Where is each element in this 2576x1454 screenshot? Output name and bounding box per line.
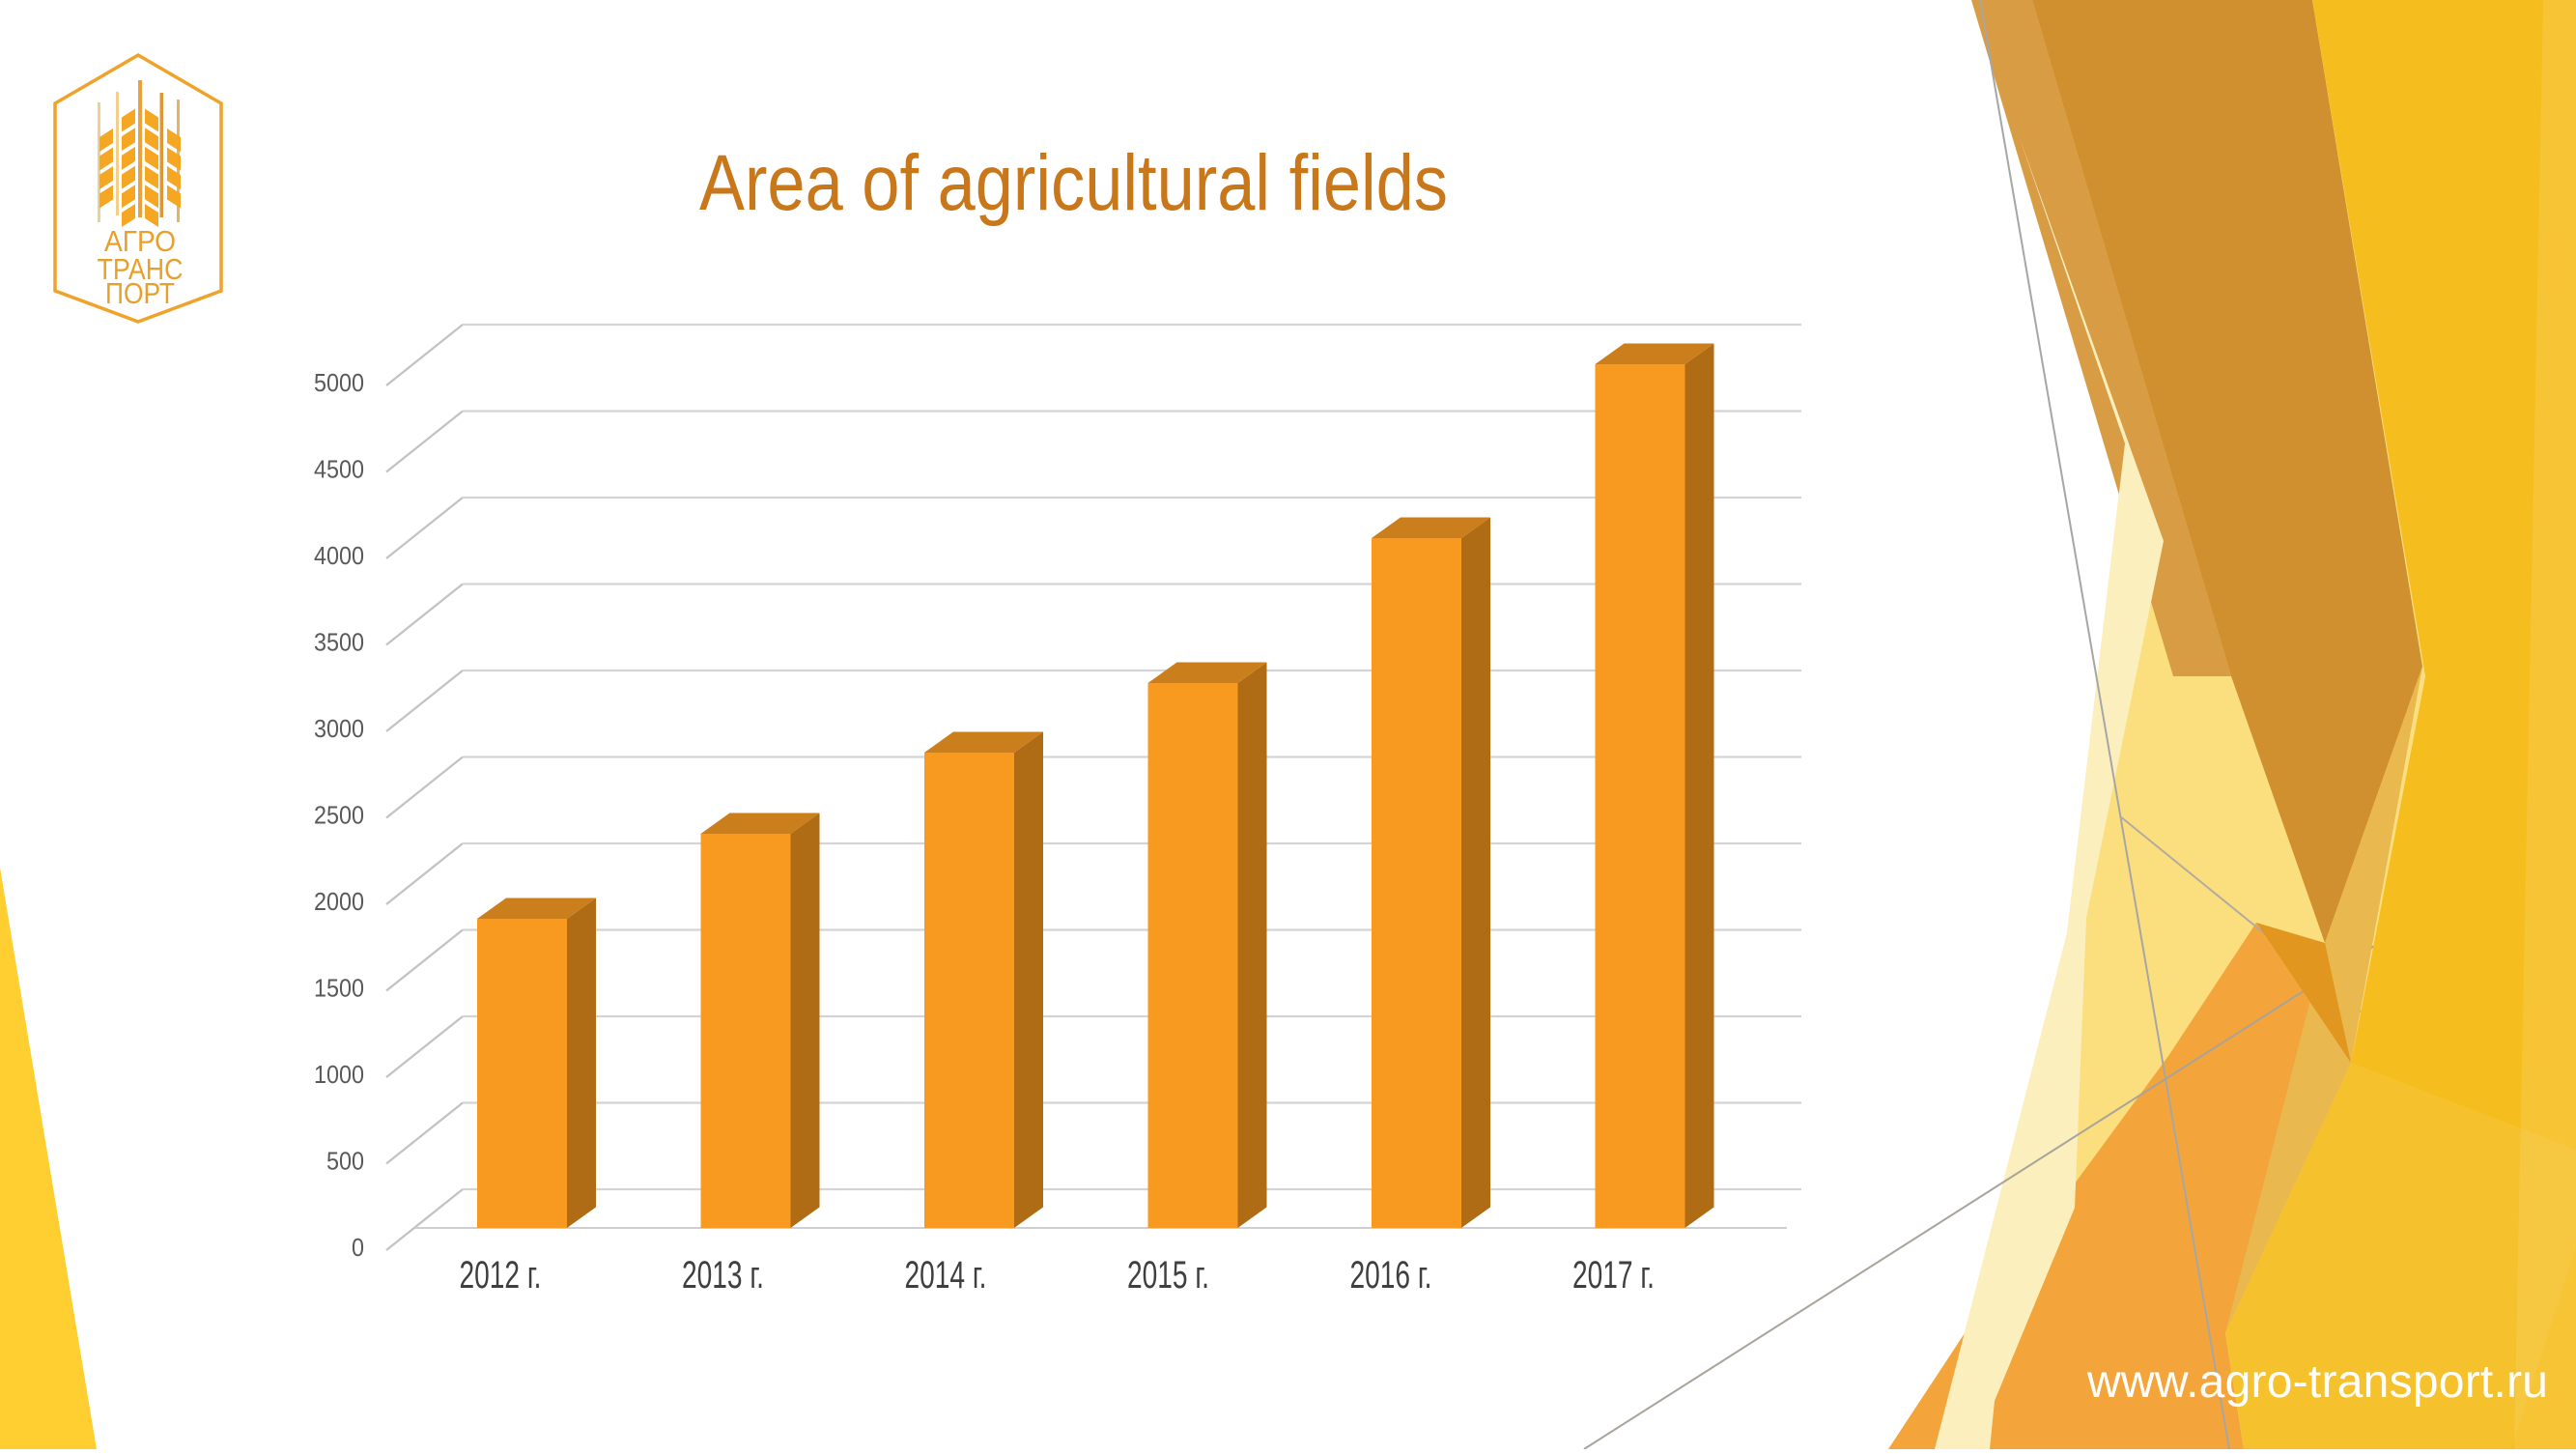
- svg-text:2016 г.: 2016 г.: [1350, 1254, 1432, 1297]
- svg-text:ТРАНС: ТРАНС: [98, 252, 184, 286]
- svg-text:1000: 1000: [314, 1060, 364, 1089]
- svg-text:5000: 5000: [314, 368, 364, 397]
- svg-text:0: 0: [352, 1233, 364, 1262]
- svg-text:ПОРТ: ПОРТ: [105, 276, 175, 310]
- svg-text:3500: 3500: [314, 628, 364, 657]
- svg-text:4000: 4000: [314, 541, 364, 570]
- svg-text:АГРО: АГРО: [104, 224, 176, 258]
- svg-text:1500: 1500: [314, 974, 364, 1003]
- svg-text:2017 г.: 2017 г.: [1572, 1254, 1655, 1297]
- svg-text:Area of agricultural fields: Area of agricultural fields: [699, 139, 1448, 227]
- svg-text:500: 500: [326, 1147, 364, 1176]
- svg-text:2014 г.: 2014 г.: [905, 1254, 987, 1297]
- svg-text:2013 г.: 2013 г.: [682, 1254, 764, 1297]
- svg-text:2000: 2000: [314, 887, 364, 916]
- svg-text:2015 г.: 2015 г.: [1127, 1254, 1209, 1297]
- svg-text:4500: 4500: [314, 455, 364, 484]
- svg-text:3000: 3000: [314, 714, 364, 743]
- svg-text:www.agro-transport.ru: www.agro-transport.ru: [2086, 1356, 2548, 1408]
- svg-text:2012 г.: 2012 г.: [460, 1254, 542, 1297]
- svg-text:2500: 2500: [314, 801, 364, 830]
